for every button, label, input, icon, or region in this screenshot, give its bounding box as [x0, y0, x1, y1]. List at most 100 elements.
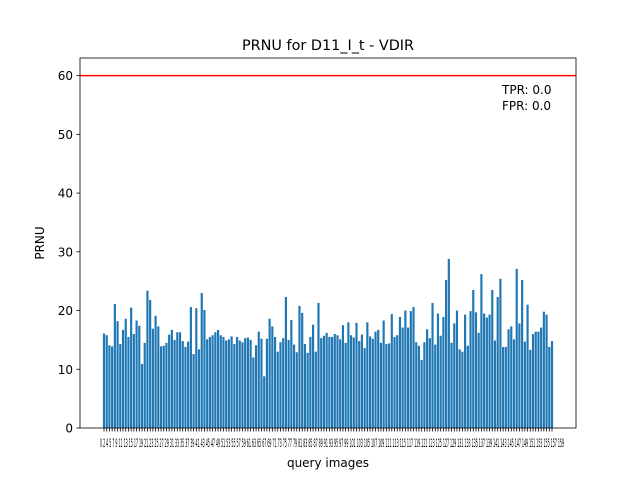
bar — [483, 313, 486, 428]
bar — [192, 354, 195, 428]
bar — [371, 338, 374, 428]
bar — [241, 342, 244, 428]
bar — [260, 338, 263, 428]
bar — [358, 341, 361, 428]
bar — [491, 289, 494, 428]
bar — [290, 319, 293, 428]
bar — [116, 321, 119, 428]
bar — [219, 335, 222, 428]
bar — [540, 327, 543, 428]
bar — [366, 322, 369, 428]
bar — [227, 339, 230, 428]
bar — [225, 340, 228, 428]
bar — [276, 351, 279, 428]
bar — [184, 346, 187, 428]
bar — [469, 311, 472, 428]
bar — [393, 336, 396, 428]
bar — [550, 341, 554, 428]
bar — [333, 334, 336, 428]
bar — [458, 349, 461, 428]
bar — [203, 309, 206, 428]
bar — [265, 338, 268, 428]
y-tick-label: 30 — [58, 245, 73, 259]
bar — [450, 342, 453, 428]
bar — [428, 338, 431, 428]
bar — [113, 304, 116, 428]
bar — [314, 351, 317, 428]
bar — [105, 335, 108, 428]
bar — [102, 333, 106, 428]
bar — [211, 335, 214, 428]
bar — [168, 334, 171, 428]
bar — [341, 325, 345, 428]
bar — [434, 344, 437, 428]
bar — [157, 326, 160, 428]
bar — [273, 336, 277, 428]
bar — [339, 339, 342, 428]
bar — [309, 336, 312, 428]
bar — [542, 311, 545, 428]
bar — [531, 334, 535, 428]
bar — [195, 308, 198, 428]
bar — [263, 376, 266, 428]
bar — [279, 342, 282, 428]
bar — [512, 339, 516, 428]
bar — [322, 335, 326, 428]
x-tick-labels: 0 2 4 5 7 9 11 13 15 17 19 21 23 25 27 2… — [100, 436, 564, 450]
bar — [336, 335, 339, 428]
bar — [119, 344, 122, 428]
bar — [423, 342, 426, 428]
bar — [235, 336, 239, 428]
bar — [431, 302, 434, 428]
bar — [480, 274, 483, 428]
bar — [461, 351, 464, 428]
bar — [244, 338, 247, 428]
bar — [295, 352, 298, 428]
bar — [398, 317, 402, 428]
bar — [162, 345, 165, 428]
bar — [499, 278, 502, 428]
bar — [151, 328, 154, 428]
bar — [415, 342, 418, 428]
bar — [138, 325, 141, 428]
bar — [159, 346, 163, 428]
bar — [214, 332, 217, 428]
bar — [439, 335, 442, 428]
bar — [187, 341, 190, 428]
bar — [282, 338, 285, 428]
bar — [208, 336, 211, 428]
bar — [230, 336, 233, 428]
bar — [197, 349, 201, 428]
y-tick-label: 10 — [58, 363, 73, 377]
fpr-annotation: FPR: 0.0 — [502, 99, 551, 113]
bar — [369, 336, 372, 428]
tpr-annotation: TPR: 0.0 — [501, 83, 551, 97]
x-axis-ticks — [103, 428, 553, 432]
bar — [453, 323, 456, 428]
bar — [238, 340, 241, 428]
bar — [284, 297, 287, 428]
bar — [271, 326, 274, 428]
bar — [143, 342, 146, 428]
bar — [409, 311, 412, 428]
bar — [404, 310, 407, 428]
bar — [135, 320, 138, 428]
bar — [170, 329, 173, 428]
bar — [426, 329, 429, 428]
bar — [311, 324, 315, 428]
bar — [477, 332, 480, 428]
bar — [521, 280, 524, 428]
bar — [108, 345, 111, 428]
bar — [502, 346, 505, 428]
bar — [320, 338, 323, 428]
bar — [303, 344, 307, 428]
bar — [447, 258, 450, 428]
y-tick-label: 50 — [58, 128, 73, 142]
bar-series — [102, 258, 554, 428]
bar — [407, 327, 410, 428]
bar — [176, 332, 179, 428]
bar — [292, 344, 296, 428]
bar — [111, 346, 114, 428]
bar — [401, 327, 404, 428]
